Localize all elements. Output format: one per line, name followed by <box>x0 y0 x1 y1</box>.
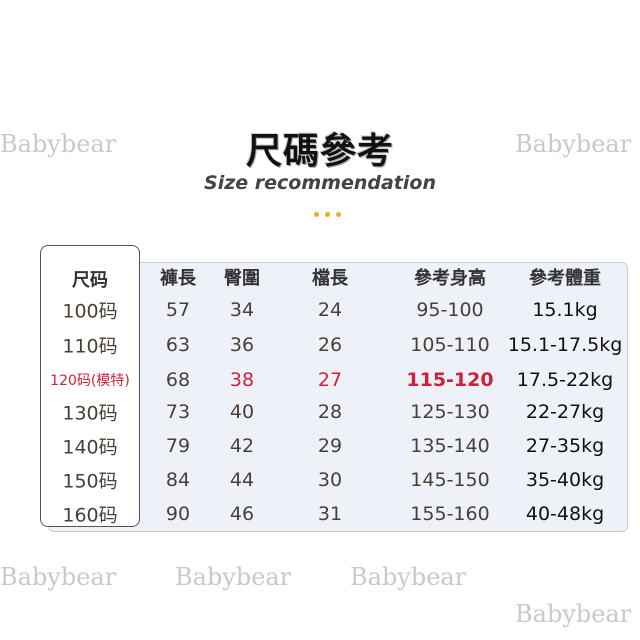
table-cell: 150码 <box>62 470 118 493</box>
table-cell: 125-130 <box>410 401 490 423</box>
table-cell: 28 <box>317 401 343 423</box>
table-cell: 115-120 <box>406 369 494 391</box>
table-cell: 15.1-17.5kg <box>507 334 623 356</box>
table-cell: 38 <box>229 369 255 391</box>
watermark: Babybear <box>515 600 632 628</box>
table-cell: 24 <box>317 299 343 321</box>
table-cell: 68 <box>165 369 191 391</box>
table-cell: 95-100 <box>416 299 484 321</box>
page-title: 尺碼參考 <box>245 131 394 172</box>
table-cell: 155-160 <box>410 503 490 525</box>
table-cell: 100码 <box>62 300 118 323</box>
table-cell: 46 <box>229 503 255 525</box>
table-cell: 145-150 <box>410 469 490 491</box>
watermark: Babybear <box>515 130 632 158</box>
table-cell: 36 <box>229 334 255 356</box>
table-cell: 42 <box>229 435 255 457</box>
table-cell: 130码 <box>62 402 118 425</box>
table-cell: 79 <box>165 435 191 457</box>
dots-decoration <box>314 212 341 217</box>
table-cell: 135-140 <box>410 435 490 457</box>
table-cell: 140码 <box>62 436 118 459</box>
watermark: Babybear <box>175 563 292 591</box>
table-cell: 40 <box>229 401 255 423</box>
watermark: Babybear <box>0 563 117 591</box>
table-cell: 29 <box>317 435 343 457</box>
table-cell: 120码(模特) <box>50 373 130 389</box>
table-cell: 40-48kg <box>525 503 605 525</box>
table-cell: 27-35kg <box>525 435 605 457</box>
page-subtitle: Size recommendation <box>204 172 436 194</box>
table-cell: 73 <box>165 401 191 423</box>
table-cell: 160码 <box>62 504 118 527</box>
table-cell: 105-110 <box>410 334 490 356</box>
column-header: 檔長 <box>312 268 348 289</box>
table-cell: 31 <box>317 503 343 525</box>
watermark: Babybear <box>350 563 467 591</box>
table-cell: 30 <box>317 469 343 491</box>
table-cell: 90 <box>165 503 191 525</box>
table-cell: 57 <box>165 299 191 321</box>
table-cell: 26 <box>317 334 343 356</box>
watermark: Babybear <box>0 130 117 158</box>
table-cell: 84 <box>165 469 191 491</box>
size-table-panel <box>48 262 628 532</box>
column-header: 臀圍 <box>224 268 260 289</box>
table-cell: 35-40kg <box>525 469 605 491</box>
table-cell: 15.1kg <box>532 299 598 321</box>
table-cell: 110码 <box>62 335 118 358</box>
table-cell: 63 <box>165 334 191 356</box>
size-column-box <box>40 245 140 527</box>
column-header: 參考體重 <box>529 268 601 289</box>
column-header: 褲長 <box>160 268 196 289</box>
table-cell: 44 <box>229 469 255 491</box>
table-cell: 22-27kg <box>525 401 605 423</box>
column-header: 尺码 <box>72 270 108 291</box>
column-header: 參考身高 <box>414 268 486 289</box>
table-cell: 17.5-22kg <box>516 369 614 391</box>
table-cell: 27 <box>317 369 343 391</box>
table-cell: 34 <box>229 299 255 321</box>
